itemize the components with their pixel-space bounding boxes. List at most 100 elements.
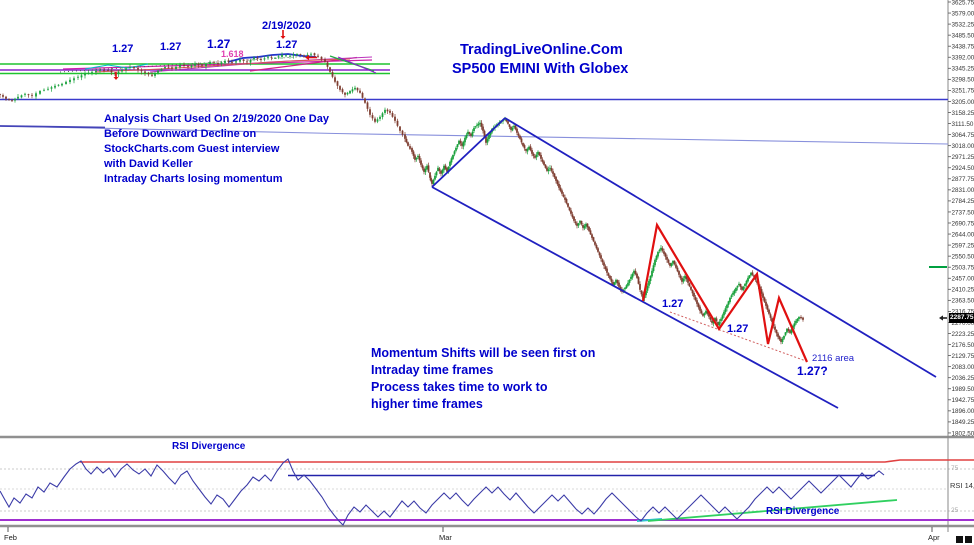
candle-body: [324, 59, 326, 62]
candle-body: [435, 171, 438, 176]
candle-body: [5, 96, 7, 99]
candle-body: [702, 313, 704, 316]
price-tick-label: 3345.25: [952, 66, 974, 73]
candle-body: [69, 79, 71, 83]
rsi-setting-label: RSI 14,: [950, 481, 974, 490]
candle-body: [299, 54, 302, 56]
candle-body: [798, 316, 800, 319]
candle-body: [470, 133, 472, 136]
candle-body: [253, 57, 255, 60]
analysis-note-line: Before Downward Decline on: [104, 128, 257, 140]
candle-body: [538, 152, 541, 156]
candle-body: [691, 289, 694, 294]
candle-body: [541, 159, 544, 162]
candle-body: [334, 77, 336, 82]
candle-body: [424, 168, 427, 173]
candle-body: [133, 66, 135, 69]
candle-body: [396, 120, 399, 126]
candle-body: [592, 237, 595, 242]
candle-body: [270, 56, 273, 58]
scroll-button-right[interactable]: [965, 536, 972, 543]
red-zigzag-path: [641, 221, 809, 363]
candle-body: [768, 309, 770, 314]
candle-body: [263, 58, 266, 60]
candle-body: [724, 308, 727, 313]
candle-body: [444, 165, 447, 169]
candle-body: [601, 259, 604, 263]
candle-body: [775, 329, 778, 334]
candle-body: [483, 130, 486, 137]
candle-body: [205, 63, 207, 67]
price-tick-label: 2457.00: [952, 276, 974, 283]
candle-body: [762, 293, 764, 298]
candle-body: [57, 84, 60, 86]
candle-body: [389, 110, 391, 113]
candle-body: [628, 279, 631, 283]
candle-body: [700, 310, 703, 314]
candle-body: [47, 88, 49, 90]
candle-body: [769, 314, 772, 318]
candle-body: [17, 96, 19, 99]
candle-body: [736, 285, 739, 288]
candle-body: [217, 62, 219, 64]
candle-body: [359, 90, 361, 93]
candle-body: [331, 72, 334, 77]
candle-body: [508, 124, 511, 127]
candle-body: [427, 165, 430, 172]
candle-body: [735, 287, 737, 291]
candle-body: [77, 76, 79, 78]
candle-body: [281, 54, 283, 57]
rsi-divergence-label-top: RSI Divergence: [172, 441, 246, 452]
candle-body: [532, 153, 535, 156]
candle-body: [790, 329, 793, 334]
candle-body: [379, 116, 381, 119]
candle-body: [586, 223, 589, 228]
candle-body: [763, 297, 766, 302]
scroll-button-left[interactable]: [956, 536, 963, 543]
candle-body: [329, 67, 331, 72]
candle-body: [479, 122, 481, 124]
strand-purple-diagonal: [337, 56, 377, 74]
candle-body: [795, 320, 797, 324]
price-tick-label: 2737.50: [952, 209, 974, 216]
candle-body: [655, 255, 658, 260]
fib-label: 1.27: [727, 323, 749, 335]
signal-arrow: [113, 77, 119, 80]
candle-body: [336, 81, 339, 86]
candle-body: [256, 58, 259, 60]
candle-body: [464, 137, 466, 143]
candle-body: [157, 70, 159, 73]
candle-body: [528, 146, 530, 150]
candle-body: [488, 134, 490, 140]
analysis-note-line: Intraday Charts losing momentum: [104, 173, 283, 185]
candle-body: [31, 94, 33, 96]
price-tick-label: 1942.75: [952, 397, 974, 404]
candle-body: [531, 150, 533, 154]
candle-body: [179, 64, 181, 68]
price-tick-label: 3485.50: [952, 32, 974, 39]
candle-body: [227, 60, 230, 62]
price-tick-label: 2036.25: [952, 375, 974, 382]
candle-body: [715, 318, 718, 322]
price-tick-label: 2223.25: [952, 331, 974, 338]
candle-body: [129, 66, 131, 68]
candle-body: [657, 251, 659, 257]
candle-body: [455, 147, 457, 151]
candle-body: [289, 55, 291, 57]
candle-body: [453, 151, 456, 155]
channel-ascending-line: [431, 117, 506, 188]
candle-body: [438, 168, 441, 171]
candle-body: [537, 151, 539, 155]
candle-body: [489, 131, 492, 136]
site-title: TradingLiveOnline.Com: [460, 42, 623, 58]
candle-body: [411, 148, 413, 152]
candle-body: [669, 262, 671, 266]
candle-body: [577, 223, 580, 226]
candle-body: [778, 336, 781, 340]
candle-body: [646, 285, 649, 291]
candle-body: [745, 280, 748, 285]
candle-body: [730, 295, 733, 298]
candle-body: [440, 170, 442, 174]
candle-body: [624, 287, 626, 290]
